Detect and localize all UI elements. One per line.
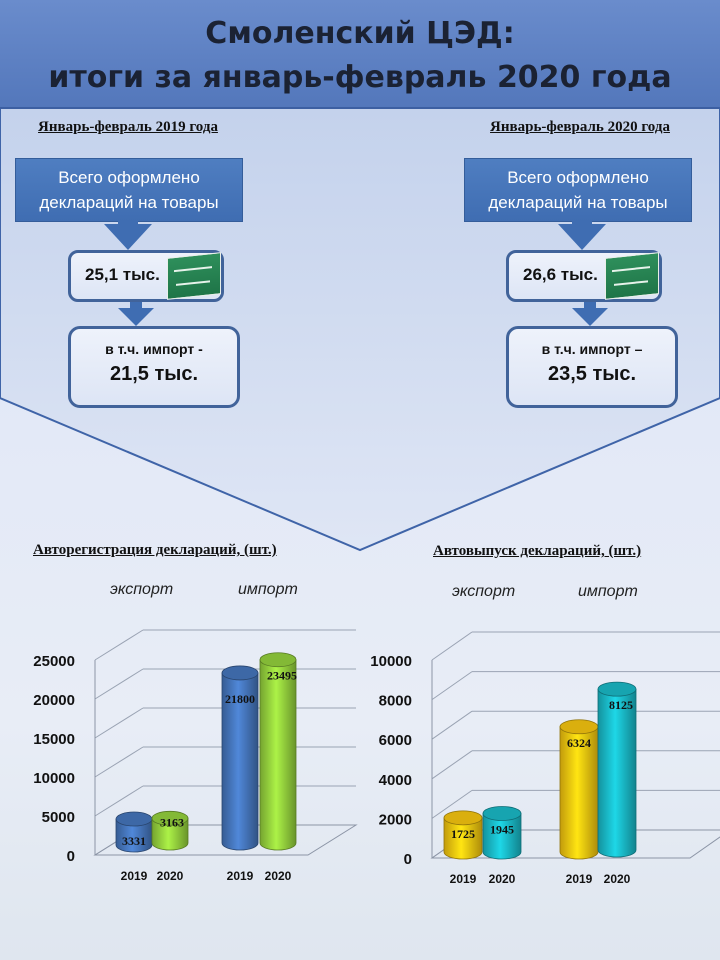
x-tick-label: 2020 (265, 869, 292, 883)
bar-top-1 (151, 810, 189, 826)
bar-value-label: 1945 (490, 822, 514, 836)
bar-top-1 (482, 806, 522, 821)
gridline-depth (94, 785, 144, 817)
group-label-export-right: экспорт (452, 583, 516, 600)
y-tick-label: 0 (67, 848, 75, 865)
bar-top-3 (259, 652, 297, 668)
chart-title-autoregistration: Авторегистрация деклараций, (шт.) (33, 542, 277, 558)
down-arrow-icon (118, 308, 154, 326)
x-tick-label: 2019 (227, 869, 254, 883)
total-value-2020: 26,6 тыс. (523, 265, 598, 284)
arrow-stem-2020-b (584, 302, 596, 310)
bar-value-label: 3331 (122, 834, 146, 848)
gridline-depth (431, 750, 473, 780)
bar-value-label: 1725 (451, 827, 475, 841)
y-tick-label: 25000 (33, 653, 75, 670)
gridline-depth (431, 710, 473, 740)
bar-2 (221, 672, 259, 851)
y-tick-label: 4000 (379, 772, 412, 789)
total-value-2019: 25,1 тыс. (85, 265, 160, 284)
import-box-2020: в т.ч. импорт – 23,5 тыс. (506, 326, 678, 408)
down-arrow-icon (558, 224, 606, 250)
bar-0 (115, 818, 153, 853)
page-title-line2: итоги за январь-февраль 2020 года (48, 60, 672, 95)
title-banner (0, 0, 720, 108)
group-label-import-left: импорт (238, 581, 298, 598)
y-tick-label: 8000 (379, 693, 412, 710)
gridline-depth (94, 707, 144, 739)
gridline-depth (431, 631, 473, 661)
bar-1 (151, 817, 189, 851)
total-declarations-box-2020: Всего оформлено деклараций на товары (464, 158, 692, 222)
bar-value-label: 6324 (567, 736, 591, 750)
import-value-2020: 23,5 тыс. (547, 363, 637, 385)
down-arrow-icon (572, 308, 608, 326)
x-tick-label: 2020 (489, 872, 516, 886)
bar-0 (443, 817, 483, 860)
arrow-stem-2019-b (130, 302, 142, 310)
y-tick-label: 10000 (370, 653, 412, 670)
y-tick-label: 6000 (379, 732, 412, 749)
bar-3 (597, 688, 637, 858)
page-title: Смоленский ЦЭД: итоги за январь-февраль … (0, 12, 720, 100)
x-tick-label: 2019 (121, 869, 148, 883)
y-tick-label: 10000 (33, 770, 75, 787)
x-tick-label: 2020 (157, 869, 184, 883)
total-declarations-box-2019: Всего оформлено деклараций на товары (15, 158, 243, 222)
gridline-depth (94, 668, 144, 700)
bar-3 (259, 659, 297, 851)
import-box-2019: в т.ч. импорт - 21,5 тыс. (68, 326, 240, 408)
bar-value-label: 23495 (267, 669, 297, 683)
group-label-export-left: экспорт (110, 581, 174, 598)
bar-value-label: 8125 (609, 698, 633, 712)
gridline-depth (431, 789, 473, 819)
gridline-depth (431, 671, 473, 701)
y-tick-label: 15000 (33, 731, 75, 748)
import-value-2019: 21,5 тыс. (109, 363, 199, 385)
bar-top-2 (559, 719, 599, 735)
period-label-2020: Январь-февраль 2020 года (490, 119, 670, 135)
gridline-depth (94, 746, 144, 778)
y-tick-label: 2000 (379, 811, 412, 828)
x-tick-label: 2019 (450, 872, 477, 886)
bar-value-label: 3163 (160, 815, 184, 829)
total-value-box-2019: 25,1 тыс. (68, 250, 224, 302)
bar-1 (482, 813, 522, 860)
chart-title-autorelease: Автовыпуск деклараций, (шт.) (433, 543, 642, 559)
down-arrow-icon (104, 224, 152, 250)
bar-2 (559, 726, 599, 860)
x-tick-label: 2019 (566, 872, 593, 886)
total-value-box-2020: 26,6 тыс. (506, 250, 662, 302)
bar-top-2 (221, 665, 259, 681)
import-label-2020: в т.ч. импорт – (541, 341, 643, 357)
bar-top-3 (597, 681, 637, 697)
y-tick-label: 0 (404, 851, 412, 868)
bar-top-0 (443, 810, 483, 826)
bar-value-label: 21800 (225, 692, 255, 706)
y-tick-label: 20000 (33, 692, 75, 709)
import-label-2019: в т.ч. импорт - (105, 341, 203, 357)
group-label-import-right: импорт (578, 583, 638, 600)
gridline-depth (94, 629, 144, 661)
page-title-line1: Смоленский ЦЭД: (205, 16, 515, 51)
x-tick-label: 2020 (604, 872, 631, 886)
y-tick-label: 5000 (42, 809, 75, 826)
period-label-2019: Январь-февраль 2019 года (38, 119, 218, 135)
